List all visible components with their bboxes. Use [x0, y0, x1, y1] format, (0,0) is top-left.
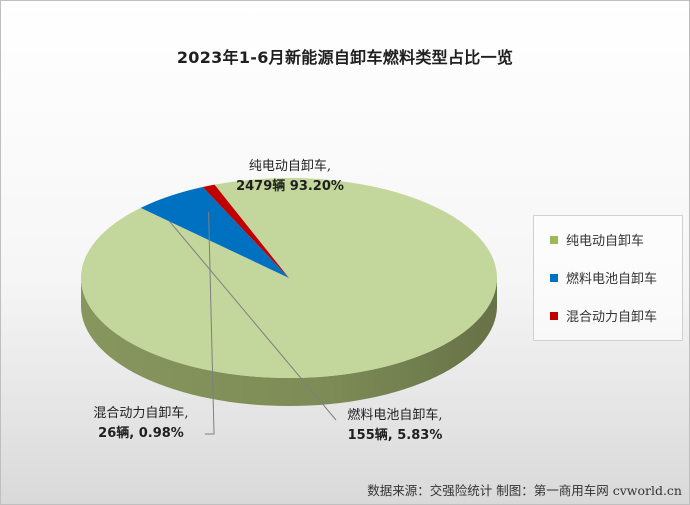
- leader-lines: [169, 212, 337, 435]
- data-label-fcv-name: 燃料电池自卸车,: [347, 408, 443, 423]
- pie-sides: [81, 278, 497, 406]
- leader-line-fcv: [169, 221, 337, 421]
- pie-side-shade-0: [81, 278, 497, 406]
- leader-line-hev: [205, 212, 215, 435]
- data-label-hev-value: 26辆, 0.98%: [98, 426, 184, 441]
- pie-slice-1: [140, 187, 289, 278]
- legend-swatch-hev: [550, 311, 558, 320]
- legend-label-hev: 混合动力自卸车: [566, 310, 658, 325]
- legend-swatch-fcv: [550, 273, 558, 282]
- pie-tops: [81, 178, 497, 378]
- legend-label-bev: 纯电动自卸车: [566, 234, 645, 249]
- chart-title: 2023年1-6月新能源自卸车燃料类型占比一览: [176, 48, 514, 67]
- data-label-hev: 混合动力自卸车, 26辆, 0.98%: [66, 404, 216, 444]
- data-label-fcv: 燃料电池自卸车, 155辆, 5.83%: [320, 406, 470, 446]
- legend-item-fcv: 燃料电池自卸车: [550, 268, 657, 287]
- source-note: 数据来源：交强险统计 制图：第一商用车网 cvworld.cn: [367, 483, 682, 498]
- data-label-fcv-value: 155辆, 5.83%: [347, 428, 443, 443]
- legend-label-fcv: 燃料电池自卸车: [566, 272, 658, 287]
- data-label-hev-name: 混合动力自卸车,: [93, 406, 189, 421]
- legend-swatch-bev: [550, 235, 558, 244]
- legend: 纯电动自卸车 燃料电池自卸车 混合动力自卸车: [533, 215, 683, 341]
- pie-slice-2: [202, 184, 289, 278]
- data-label-bev-name: 纯电动自卸车,: [248, 159, 332, 174]
- data-label-bev-value: 2479辆 93.20%: [236, 179, 344, 194]
- legend-item-hev: 混合动力自卸车: [550, 306, 657, 325]
- legend-item-bev: 纯电动自卸车: [550, 230, 644, 249]
- data-label-bev: 纯电动自卸车, 2479辆 93.20%: [200, 157, 380, 197]
